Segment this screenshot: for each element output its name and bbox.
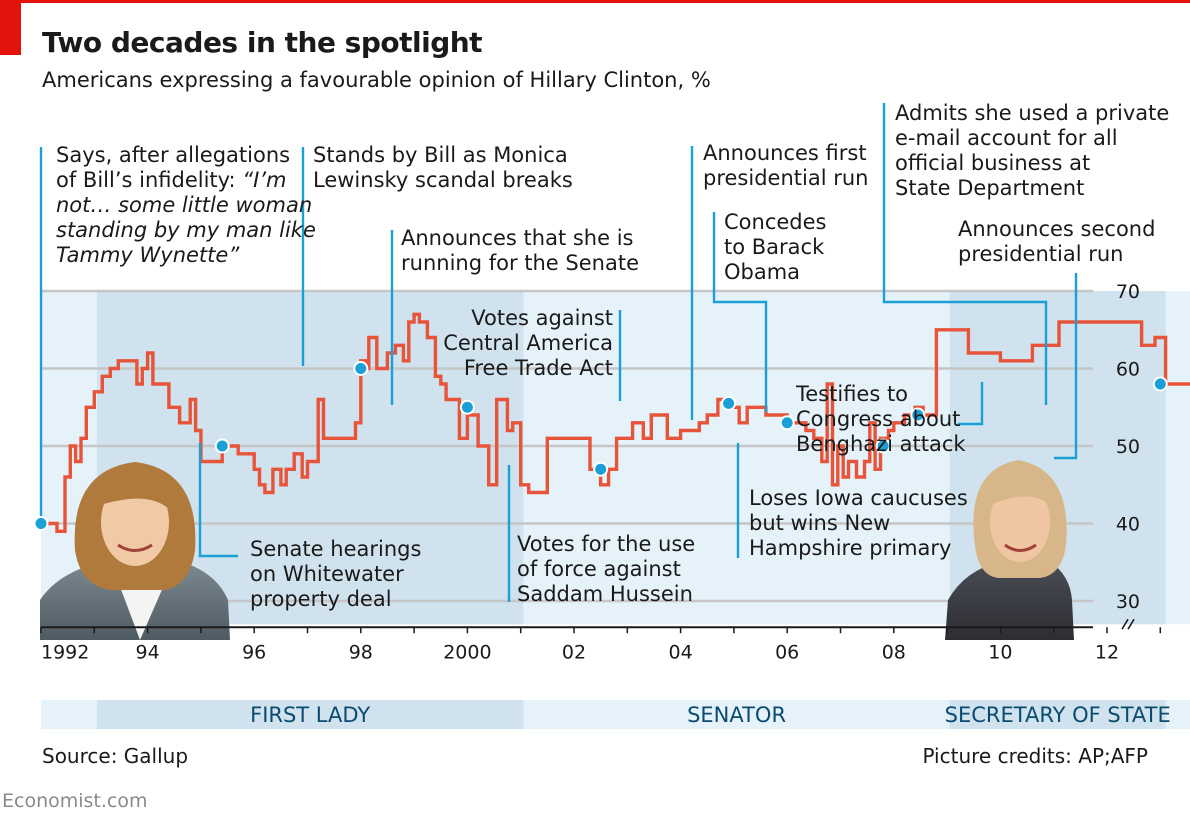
annotation-label: Votes against <box>471 306 613 330</box>
annotation-label: presidential run <box>958 242 1123 266</box>
annotation-leader <box>882 103 1048 405</box>
annotation-label: Congress about <box>796 407 960 431</box>
annotation-label: Concedes <box>724 210 826 234</box>
y-tick-label: 60 <box>1116 359 1140 381</box>
period-strip <box>949 700 1166 729</box>
x-tick-label: 94 <box>136 641 160 663</box>
annotation-label: of force against <box>517 557 681 581</box>
photo-2015 <box>945 460 1074 640</box>
top-rule <box>0 0 1190 3</box>
chart-title: Two decades in the spotlight <box>42 26 483 59</box>
annotation-label: Announces second <box>958 217 1155 241</box>
x-tick-label: 06 <box>775 641 799 663</box>
annotation-label: Obama <box>724 260 800 284</box>
chart-subtitle: Americans expressing a favourable opinio… <box>42 68 711 92</box>
photo-1992 <box>40 462 230 640</box>
annotation-label: Lewinsky scandal breaks <box>313 168 573 192</box>
x-tick-label: 1992 <box>41 641 89 663</box>
period-label: FIRST LADY <box>250 703 370 727</box>
annotation-label: standing by my man like <box>56 218 316 242</box>
annotation-leader <box>958 382 984 426</box>
annotation-label: State Department <box>895 176 1084 200</box>
annotation-leader <box>712 212 768 412</box>
period-label: SECRETARY OF STATE <box>945 703 1171 727</box>
y-tick-label: 50 <box>1116 436 1140 458</box>
annotation-label: on Whitewater <box>250 562 404 586</box>
annotation-label: official business at <box>895 151 1090 175</box>
event-markers <box>33 361 1168 531</box>
y-tick-label: 40 <box>1116 514 1140 536</box>
axis-break-icon <box>1121 618 1135 630</box>
annotation-label: Loses Iowa caucuses <box>749 486 968 510</box>
annotation-label: Says, after allegations <box>56 143 290 167</box>
period-label: SENATOR <box>687 703 786 727</box>
event-marker <box>214 438 230 454</box>
annotation-label: of Bill’s infidelity: “I’m <box>56 168 287 192</box>
annotation-label: Testifies to <box>795 382 908 406</box>
x-tick-label: 2000 <box>443 641 491 663</box>
event-marker <box>875 438 891 454</box>
event-marker <box>353 361 369 376</box>
annotation-label: property deal <box>250 587 392 611</box>
annotation-label: but wins New <box>749 511 890 535</box>
x-axis: 199294969820000204060810121415 <box>40 626 1162 663</box>
event-marker <box>33 516 49 531</box>
event-marker <box>779 415 795 431</box>
x-tick-label: 08 <box>882 641 906 663</box>
x-tick-label: 10 <box>988 641 1012 663</box>
x-tick-label: 12 <box>1095 641 1119 663</box>
annotation-leaders <box>39 103 1078 602</box>
annotation-label: Senate hearings <box>250 537 421 561</box>
brand-footer: Economist.com <box>2 790 148 812</box>
event-marker <box>910 407 926 423</box>
photos <box>40 460 1074 640</box>
annotation-label: to Barack <box>724 235 825 259</box>
brand-tag <box>0 0 21 55</box>
x-tick-label: 04 <box>669 641 693 663</box>
annotation-label: Votes for the use <box>517 532 695 556</box>
x-tick-label: 96 <box>242 641 266 663</box>
y-tick-label: 70 <box>1116 281 1140 303</box>
annotation-label: Saddam Hussein <box>517 582 693 606</box>
event-marker <box>459 399 475 415</box>
annotation-label: Tammy Wynette” <box>56 243 240 267</box>
event-marker <box>1152 376 1168 392</box>
annotation-leader <box>1054 273 1078 460</box>
period-strip <box>96 700 524 729</box>
annotation-label: Hampshire primary <box>749 536 951 560</box>
annotation-label: not… some little woman <box>56 193 312 217</box>
y-axis: 30 40 50 60 70 <box>1116 281 1140 630</box>
annotation-label: presidential run <box>703 166 868 190</box>
y-tick-label: 30 <box>1116 591 1140 613</box>
annotation-label: Announces first <box>703 141 867 165</box>
annotation-leader <box>198 443 238 558</box>
event-marker <box>593 461 609 477</box>
annotation-label: Central America <box>443 331 613 355</box>
annotation-label: running for the Senate <box>401 251 639 275</box>
annotation-label: Admits she used a private <box>895 101 1169 125</box>
source-note: Source: Gallup <box>42 744 189 768</box>
x-tick-label: 02 <box>562 641 586 663</box>
annotation-label: Stands by Bill as Monica <box>313 143 568 167</box>
annotation-label: Free Trade Act <box>464 356 613 380</box>
annotation-label: Benghazi attack <box>796 432 966 456</box>
period-labels: FIRST LADY SENATOR SECRETARY OF STATE <box>250 703 1171 727</box>
annotation-label: Announces that she is <box>401 226 633 250</box>
annotation-quote: “I’m <box>242 168 286 192</box>
annotation-text: of Bill’s infidelity: <box>56 168 242 192</box>
event-marker <box>721 395 737 411</box>
x-tick-label: 98 <box>349 641 373 663</box>
picture-credits: Picture credits: AP;AFP <box>922 744 1148 768</box>
annotation-label: e-mail account for all <box>895 126 1118 150</box>
